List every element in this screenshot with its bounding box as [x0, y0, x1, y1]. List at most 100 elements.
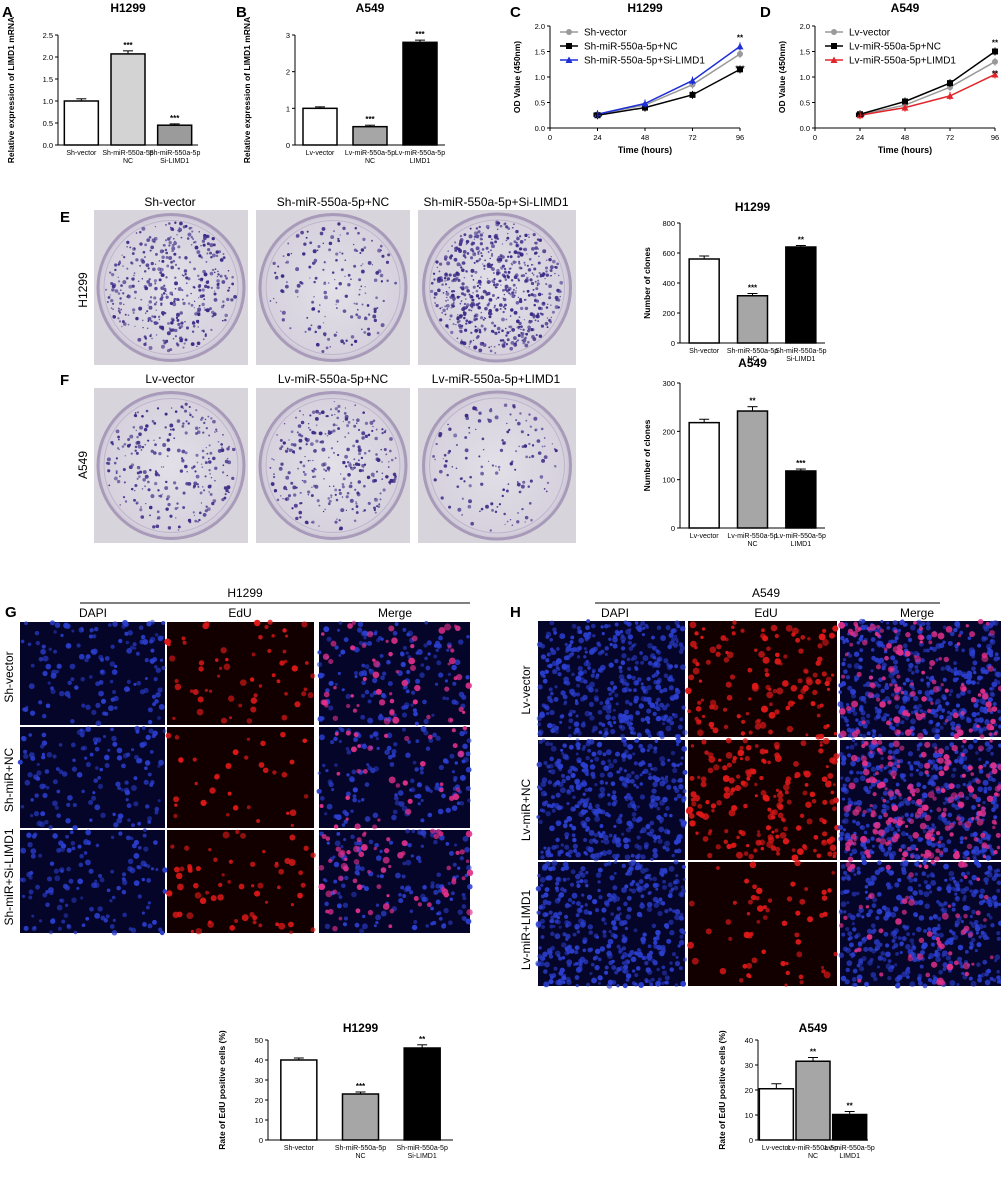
dapi-nucleus	[572, 647, 577, 652]
colony	[349, 498, 354, 503]
colony	[480, 295, 485, 300]
dapi-nucleus	[457, 866, 461, 870]
dapi-nucleus	[840, 714, 845, 719]
colony	[451, 293, 455, 298]
colony	[356, 422, 358, 424]
edu-positive-nucleus	[462, 710, 466, 714]
colony	[478, 250, 481, 252]
chart-d-point	[856, 111, 864, 119]
colony	[468, 484, 472, 488]
colony	[134, 489, 136, 492]
dapi-nucleus	[609, 642, 613, 647]
colony	[498, 343, 500, 346]
edu-positive-nucleus	[367, 869, 371, 874]
colony	[494, 286, 498, 289]
dapi-nucleus	[104, 763, 110, 768]
clone-row-h1299: H1299	[76, 272, 90, 308]
edu-positive-nucleus	[822, 639, 829, 646]
dapi-nucleus	[466, 635, 470, 639]
colony	[444, 272, 448, 276]
colony	[313, 258, 318, 263]
colony	[459, 329, 463, 334]
colony	[190, 292, 192, 295]
colony	[492, 272, 495, 274]
dapi-nucleus	[622, 737, 627, 743]
dapi-nucleus	[566, 801, 570, 806]
colony	[538, 271, 541, 275]
colony	[446, 308, 449, 310]
dapi-nucleus	[560, 690, 566, 696]
dapi-nucleus	[603, 727, 609, 733]
chart-e-chart-bar	[688, 258, 720, 344]
edu-positive-nucleus	[281, 714, 288, 721]
colony	[149, 334, 152, 338]
dapi-nucleus	[20, 735, 26, 741]
dapi-nucleus	[653, 746, 658, 751]
dapi-nucleus	[925, 675, 929, 680]
dapi-nucleus	[926, 648, 930, 653]
dapi-nucleus	[845, 639, 850, 644]
colony	[447, 327, 449, 329]
edu-positive-nucleus	[450, 648, 455, 653]
colony	[510, 341, 515, 345]
edu-positive-nucleus	[944, 688, 949, 693]
edu-positive-nucleus	[267, 648, 272, 654]
colony	[373, 278, 378, 283]
colony	[174, 281, 178, 286]
edu-positive-nucleus	[815, 678, 821, 685]
dapi-nucleus	[368, 839, 374, 845]
colony	[323, 478, 325, 480]
colony	[534, 319, 537, 322]
colony	[487, 302, 491, 305]
dapi-nucleus	[45, 663, 52, 670]
colony	[191, 343, 194, 346]
edu-positive-nucleus	[754, 648, 758, 652]
culture-dish-rim	[265, 398, 401, 533]
colony	[455, 246, 459, 250]
dapi-nucleus	[656, 806, 661, 811]
dapi-nucleus	[137, 865, 142, 870]
colony	[288, 439, 290, 441]
colony	[337, 222, 341, 226]
dapi-nucleus	[336, 831, 341, 836]
colony	[528, 233, 530, 236]
colony	[148, 235, 152, 239]
edu-positive-nucleus	[919, 635, 925, 641]
colony	[525, 332, 528, 336]
colony	[516, 236, 520, 241]
edu-images-a549: A549 DAPI EdU Merge Lv-vector Lv-miR+NC …	[519, 586, 1001, 989]
dapi-nucleus	[978, 729, 984, 735]
colony	[480, 471, 484, 476]
dapi-nucleus	[150, 867, 155, 871]
edu-positive-nucleus	[283, 659, 288, 664]
colony	[165, 480, 168, 484]
edu-h-row-lv-mir-limd1: Lv-miR+LIMD1	[519, 890, 533, 971]
dapi-nucleus	[632, 752, 636, 756]
colony	[505, 489, 509, 493]
colony	[153, 302, 157, 306]
panel-label-h: H	[510, 604, 521, 621]
edu-positive-nucleus	[740, 731, 746, 736]
dapi-nucleus	[28, 895, 33, 900]
dapi-nucleus	[142, 833, 147, 838]
dapi-nucleus	[564, 642, 568, 647]
chart-e-chart-category-label: Sh-vector	[689, 348, 720, 355]
colony	[451, 304, 455, 308]
dapi-nucleus	[162, 889, 168, 894]
colony	[107, 469, 111, 473]
dapi-nucleus	[133, 801, 139, 807]
colony	[478, 302, 481, 305]
colony	[127, 314, 130, 317]
colony	[307, 459, 310, 462]
dapi-nucleus	[436, 660, 442, 666]
dapi-nucleus	[563, 819, 569, 824]
colony	[482, 263, 484, 265]
dapi-nucleus	[466, 865, 472, 871]
colony	[338, 528, 341, 531]
colony	[198, 288, 202, 292]
colony	[322, 510, 325, 513]
colony	[527, 433, 530, 437]
dapi-nucleus	[401, 874, 406, 879]
dapi-nucleus	[935, 658, 939, 662]
colony	[118, 320, 122, 323]
